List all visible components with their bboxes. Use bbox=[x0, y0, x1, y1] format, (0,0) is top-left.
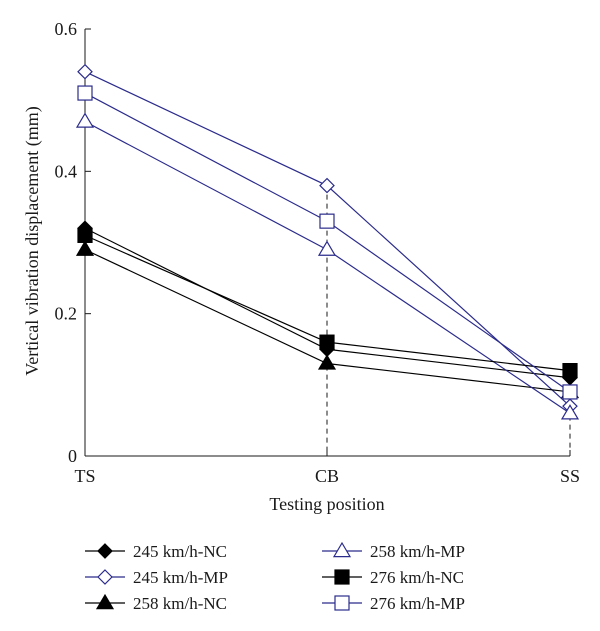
data-point-series-5 bbox=[319, 334, 335, 350]
legend-label: 258 km/h-MP bbox=[370, 542, 465, 561]
data-point-series-4 bbox=[317, 240, 337, 256]
legend-marker bbox=[334, 595, 350, 611]
y-tick-label: 0.6 bbox=[55, 19, 78, 39]
data-point-series-3 bbox=[75, 240, 95, 256]
legend-label: 276 km/h-MP bbox=[370, 594, 465, 613]
legend-marker bbox=[97, 569, 113, 585]
y-tick-label: 0 bbox=[68, 446, 77, 466]
y-axis-title: Vertical vibration displacement (mm) bbox=[22, 106, 43, 375]
legend-marker bbox=[95, 593, 115, 610]
data-point-series-6 bbox=[77, 85, 93, 101]
legend-label: 276 km/h-NC bbox=[370, 568, 464, 587]
data-point-series-3 bbox=[317, 354, 337, 370]
data-point-series-2 bbox=[319, 177, 335, 194]
legend-marker bbox=[97, 543, 113, 559]
plot-area: 0 0.2 0.4 0.6 TS CB SS bbox=[55, 19, 581, 486]
legend-label: 258 km/h-NC bbox=[133, 594, 227, 613]
data-point-series-4 bbox=[75, 112, 95, 128]
x-tick-label: CB bbox=[315, 466, 339, 486]
legend-marker bbox=[332, 541, 352, 558]
data-point-series-6 bbox=[562, 384, 578, 400]
x-tick-label: TS bbox=[74, 466, 95, 486]
y-tick-label: 0.2 bbox=[55, 304, 78, 324]
data-point-series-6 bbox=[319, 213, 335, 229]
legend: 245 km/h-NC 245 km/h-MP 258 km/h-NC 258 km/… bbox=[85, 541, 465, 613]
y-tick-label: 0.4 bbox=[55, 161, 78, 181]
data-point-series-4 bbox=[560, 404, 580, 420]
data-point-series-5 bbox=[77, 227, 93, 243]
legend-label: 245 km/h-NC bbox=[133, 542, 227, 561]
x-tick-label: SS bbox=[560, 466, 580, 486]
x-axis-title: Testing position bbox=[269, 494, 384, 514]
legend-label: 245 km/h-MP bbox=[133, 568, 228, 587]
data-point-series-5 bbox=[562, 363, 578, 379]
data-point-series-2 bbox=[77, 63, 93, 80]
legend-marker bbox=[334, 569, 350, 585]
